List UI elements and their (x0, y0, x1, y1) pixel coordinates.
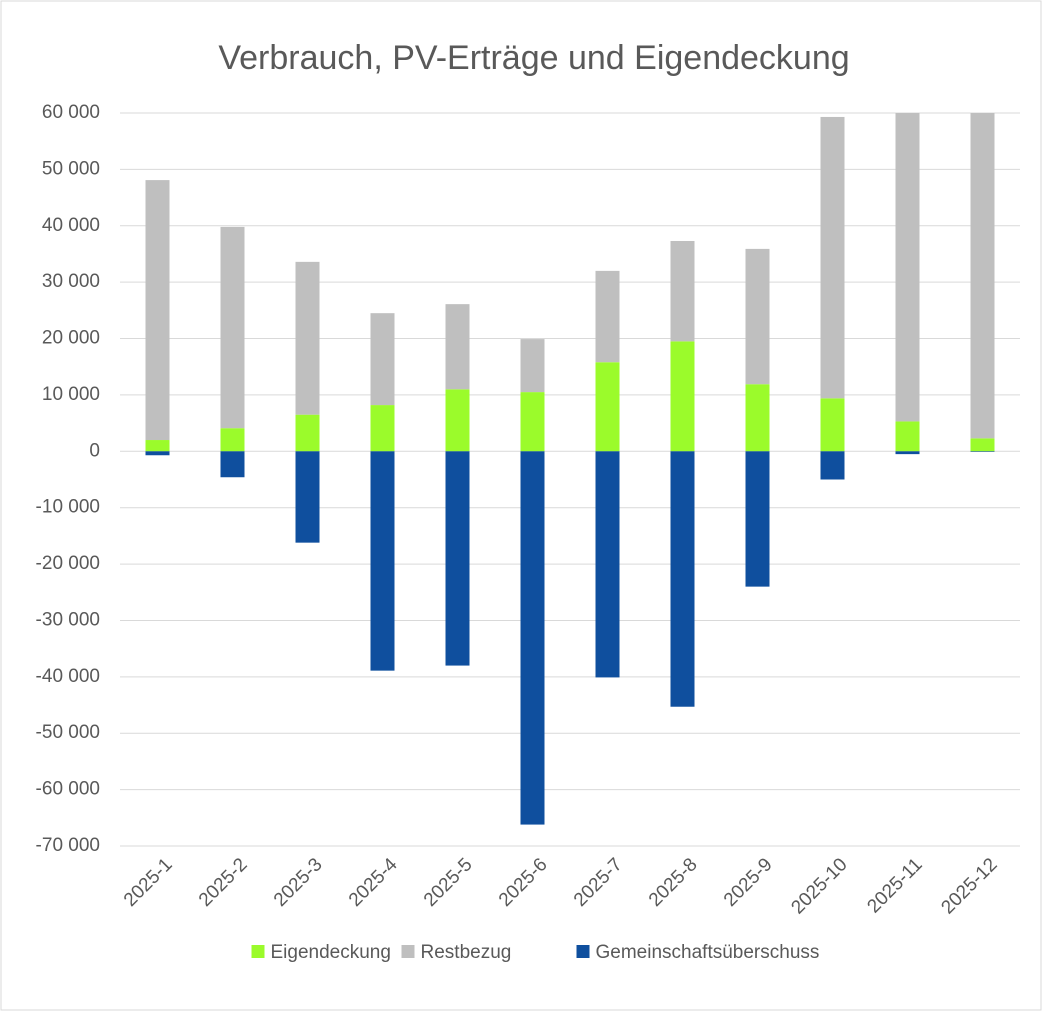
bar (970, 451, 995, 452)
bar (220, 226, 245, 429)
bar (145, 451, 170, 456)
bar (820, 451, 845, 480)
bar (895, 113, 920, 422)
legend-label: Restbezug (421, 942, 512, 963)
legend-swatch (576, 945, 590, 958)
bar (145, 180, 170, 441)
bar (820, 116, 845, 399)
bar (820, 398, 845, 452)
bar (295, 261, 320, 415)
y-tick-label: -50 000 (36, 722, 100, 743)
chart-title: Verbrauch, PV-Erträge und Eigendeckung (218, 39, 849, 77)
bar (970, 438, 995, 452)
legend-label: Eigendeckung (271, 942, 391, 963)
bar (595, 451, 620, 678)
y-tick-label: 10 000 (42, 384, 100, 405)
y-tick-label: -30 000 (36, 609, 100, 630)
y-tick-label: -60 000 (36, 779, 100, 800)
bar (970, 113, 995, 439)
bar (445, 451, 470, 666)
y-tick-label: -10 000 (36, 497, 100, 518)
y-tick-label: -20 000 (36, 553, 100, 574)
bar (895, 421, 920, 452)
bar (145, 440, 170, 452)
bar (595, 270, 620, 363)
bar (895, 451, 920, 455)
legend-label: Gemeinschaftsüberschuss (596, 942, 820, 963)
legend-swatch (251, 945, 265, 958)
bar (670, 240, 695, 342)
bar (370, 405, 395, 452)
bar (220, 451, 245, 478)
bar (445, 389, 470, 452)
bar (745, 248, 770, 385)
y-tick-label: 60 000 (42, 102, 100, 123)
y-tick-label: 40 000 (42, 215, 100, 236)
bar (520, 392, 545, 452)
y-tick-label: -40 000 (36, 666, 100, 687)
bar (295, 451, 320, 543)
bar (295, 414, 320, 452)
bar (370, 313, 395, 406)
bar (520, 451, 545, 825)
bar (670, 451, 695, 707)
bar (370, 451, 395, 671)
y-tick-label: 30 000 (42, 271, 100, 292)
y-tick-label: 50 000 (42, 158, 100, 179)
legend-swatch (401, 945, 415, 958)
y-tick-label: 20 000 (42, 328, 100, 349)
bar (220, 428, 245, 452)
bar (445, 304, 470, 390)
y-tick-label: -70 000 (36, 835, 100, 856)
bar (745, 384, 770, 452)
bar (670, 341, 695, 452)
bar (745, 451, 770, 587)
bar (595, 362, 620, 452)
y-tick-label: 0 (89, 440, 100, 461)
bar (520, 339, 545, 393)
